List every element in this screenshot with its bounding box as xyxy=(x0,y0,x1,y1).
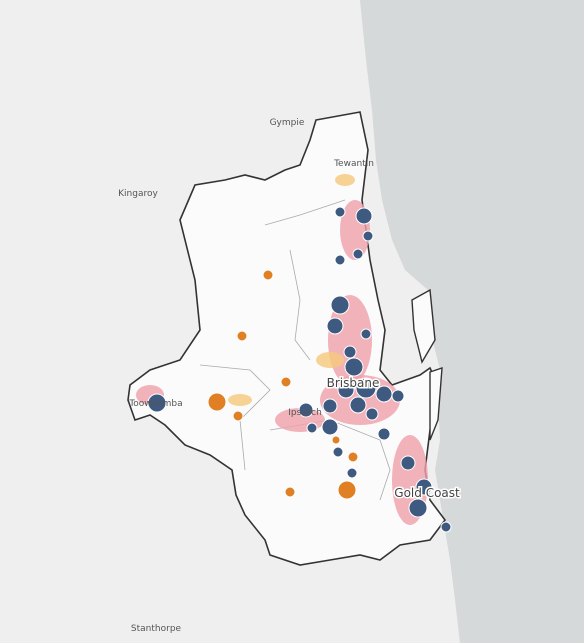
place-label: Ipswich xyxy=(288,408,322,418)
ocean xyxy=(360,0,584,643)
place-label: Toowoomba xyxy=(128,399,182,409)
markers xyxy=(147,206,452,533)
place-label: Stanthorpe xyxy=(131,624,182,634)
place-label: Gympie xyxy=(270,118,305,128)
place-label: Kingaroy xyxy=(118,189,158,199)
city-label: Gold Coast xyxy=(394,486,460,500)
place-label: Tewantin xyxy=(333,159,374,169)
region-boundary xyxy=(127,111,446,566)
city-label: Brisbane xyxy=(327,376,380,390)
island xyxy=(411,288,436,364)
island xyxy=(429,367,443,441)
